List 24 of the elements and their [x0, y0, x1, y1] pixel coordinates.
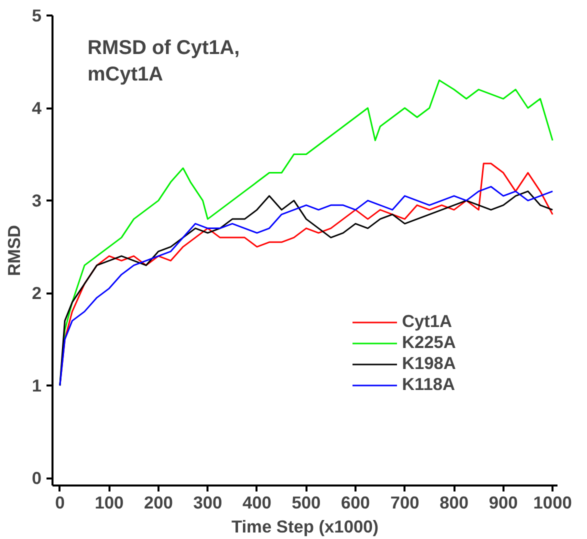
y-tick-label: 5 — [32, 6, 42, 26]
x-tick-label: 600 — [341, 492, 370, 512]
text: RMSD of Cyt1A, mCyt1A — [88, 37, 240, 86]
legend-label: Cyt1A — [402, 311, 452, 332]
y-axis-title: RMSD — [4, 224, 24, 276]
x-tick-label: 500 — [292, 492, 321, 512]
y-tick-label: 1 — [32, 376, 42, 396]
x-tick-label: 400 — [242, 492, 272, 512]
y-tick-label: 3 — [32, 190, 42, 211]
legend-label: K198A — [402, 353, 456, 374]
x-tick-label: 800 — [440, 492, 469, 512]
y-tick-label: 0 — [32, 468, 42, 488]
x-tick-label: 300 — [193, 492, 222, 512]
legend-label: K118A — [402, 374, 455, 395]
x-axis-title: Time Step (x1000) — [231, 516, 379, 536]
x-tick-label: 900 — [488, 492, 518, 512]
y-tick-label: 2 — [32, 283, 42, 304]
x-tick-label: 1000 — [533, 492, 572, 512]
x-tick-label: 0 — [55, 492, 65, 512]
x-tick-label: 100 — [94, 492, 124, 512]
legend-label: K225A — [402, 332, 456, 353]
x-tick-label: 200 — [144, 492, 173, 512]
y-tick-label: 4 — [32, 98, 42, 118]
x-tick-label: 700 — [390, 492, 420, 512]
